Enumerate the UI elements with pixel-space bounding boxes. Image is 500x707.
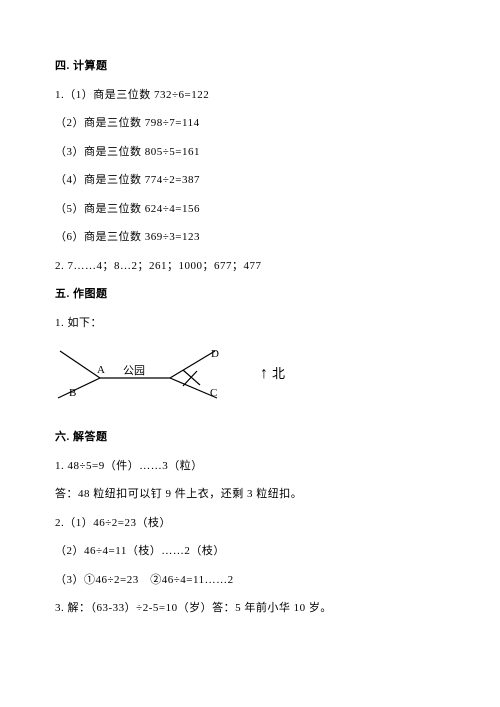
document-page: 四. 计算题 1.（1）商是三位数 732÷6=122 （2）商是三位数 798… (0, 0, 500, 669)
section-6-title: 六. 解答题 (55, 429, 445, 446)
svg-text:A: A (97, 364, 105, 376)
s6-q1a: 1. 48÷5=9（件）……3（粒） (55, 458, 445, 475)
s4-q1-1: 1.（1）商是三位数 732÷6=122 (55, 87, 445, 104)
s4-q1-3: （3）商是三位数 805÷5=161 (55, 144, 445, 161)
north-arrow-icon: ↑ (260, 366, 268, 382)
s4-q2: 2. 7……4；8…2；261；1000；677；477 (55, 258, 445, 275)
svg-text:公园: 公园 (123, 364, 145, 377)
diagram-container: A B C D 公园 ↑ 北 (55, 343, 445, 405)
s6-q2a: 2.（1）46÷2=23（枝） (55, 515, 445, 532)
park-diagram: A B C D 公园 (55, 343, 225, 405)
s6-q1b: 答：48 粒纽扣可以钉 9 件上衣，还剩 3 粒纽扣。 (55, 486, 445, 503)
s6-q2c: （3）①46÷2=23 ②46÷4=11……2 (55, 572, 445, 589)
s4-q1-5: （5）商是三位数 624÷4=156 (55, 201, 445, 218)
s6-q2b: （2）46÷4=11（枝）……2（枝） (55, 543, 445, 560)
s4-q1-6: （6）商是三位数 369÷3=123 (55, 229, 445, 246)
section-4-title: 四. 计算题 (55, 58, 445, 75)
north-label: 北 (272, 364, 285, 384)
s6-q3: 3. 解：（63-33）÷2-5=10（岁）答：5 年前小华 10 岁。 (55, 600, 445, 617)
s5-q1: 1. 如下： (55, 315, 445, 332)
s4-q1-2: （2）商是三位数 798÷7=114 (55, 115, 445, 132)
svg-text:B: B (69, 387, 76, 399)
north-indicator: ↑ 北 (260, 364, 285, 384)
section-5-title: 五. 作图题 (55, 286, 445, 303)
svg-text:C: C (210, 387, 217, 399)
svg-text:D: D (211, 348, 219, 360)
s4-q1-4: （4）商是三位数 774÷2=387 (55, 172, 445, 189)
